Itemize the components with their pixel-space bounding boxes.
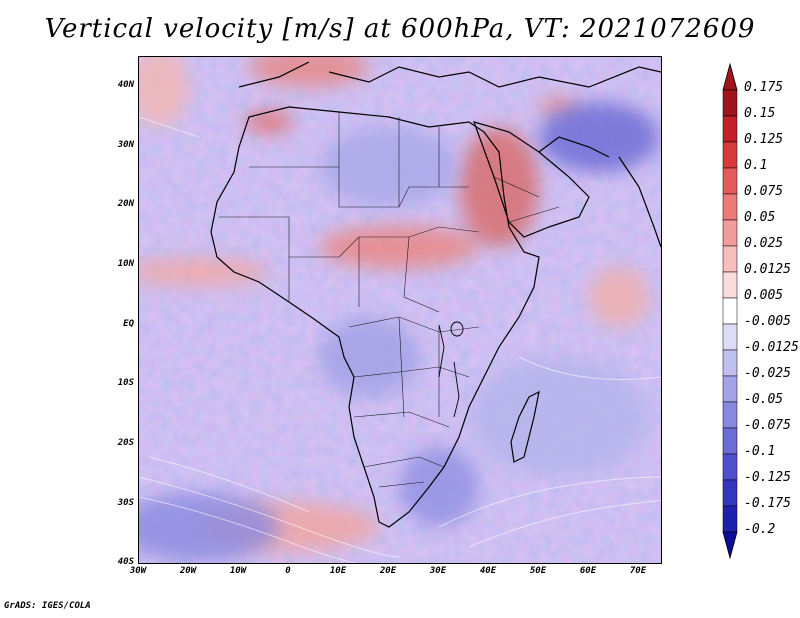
colorbar-segment (722, 505, 738, 533)
lat-label-30n: 30N (117, 140, 134, 150)
colorbar-segment (722, 401, 738, 429)
colorbar-segment (722, 323, 738, 351)
velocity-field-map (139, 57, 661, 563)
colorbar-label: -0.175 (744, 496, 791, 511)
colorbar-label: 0.005 (744, 288, 784, 303)
colorbar-label: 0.0125 (744, 262, 791, 277)
lon-label-70e: 70E (629, 566, 647, 576)
colorbar-label: -0.075 (744, 418, 791, 433)
colorbar-label: -0.2 (744, 522, 776, 537)
lon-label-0: 0 (285, 566, 291, 576)
gulf-coast (538, 136, 610, 158)
colorbar-label: 0.075 (744, 184, 784, 199)
lakes (438, 321, 464, 418)
lat-label-20n: 20N (117, 199, 134, 209)
colorbar (722, 62, 738, 560)
sinking-motion-regions (139, 102, 659, 562)
lon-label-10w: 10W (229, 566, 247, 576)
colorbar-segment (722, 349, 738, 377)
lat-label-10n: 10N (117, 259, 134, 269)
lat-label-20s: 20S (117, 438, 134, 448)
lat-label-40n: 40N (117, 80, 134, 90)
lon-label-30e: 30E (429, 566, 447, 576)
lon-label-20w: 20W (179, 566, 197, 576)
lon-label-30w: 30W (129, 566, 147, 576)
lat-label-eq: EQ (123, 319, 134, 329)
colorbar-segment (722, 115, 738, 143)
colorbar-label: -0.125 (744, 470, 791, 485)
colorbar-segment (722, 479, 738, 507)
map-panel (138, 56, 662, 564)
colorbar-segment (722, 297, 738, 325)
india-coast (618, 156, 661, 248)
colorbar-label: -0.025 (744, 366, 791, 381)
colorbar-segment (722, 427, 738, 455)
colorbar-label: -0.05 (744, 392, 784, 407)
lat-label-30s: 30S (117, 498, 134, 508)
arabia-outline (473, 121, 590, 238)
lon-label-60e: 60E (579, 566, 597, 576)
colorbar-top-arrow (722, 62, 738, 91)
europe-coast (238, 61, 661, 88)
colorbar-label: 0.15 (744, 106, 776, 121)
lat-label-10s: 10S (117, 378, 134, 388)
colorbar-label: 0.05 (744, 210, 776, 225)
lat-label-40s: 40S (117, 557, 134, 567)
colorbar-segment (722, 167, 738, 195)
coastlines (210, 61, 661, 528)
colorbar-segment (722, 89, 738, 117)
colorbar-label: -0.005 (744, 314, 791, 329)
flow-streaks (139, 116, 661, 563)
chart-title: Vertical velocity [m/s] at 600hPa, VT: 2… (44, 14, 756, 44)
colorbar-label: -0.1 (744, 444, 776, 459)
madagascar-outline (510, 390, 540, 463)
colorbar-label: 0.025 (744, 236, 784, 251)
lon-label-10e: 10E (329, 566, 347, 576)
africa-outline (210, 106, 540, 528)
colorbar-segment (722, 193, 738, 221)
colorbar-segment (722, 453, 738, 481)
colorbar-bottom-arrow (722, 531, 738, 560)
colorbar-segment (722, 245, 738, 273)
lon-label-20e: 20E (379, 566, 397, 576)
grads-credit: GrADS: IGES/COLA (4, 601, 91, 611)
colorbar-label: 0.125 (744, 132, 784, 147)
colorbar-segment (722, 375, 738, 403)
lon-label-40e: 40E (479, 566, 497, 576)
country-borders (219, 112, 560, 488)
colorbar-segment (722, 271, 738, 299)
colorbar-segment (722, 141, 738, 169)
colorbar-label: 0.175 (744, 80, 784, 95)
lon-label-50e: 50E (529, 566, 547, 576)
colorbar-label: -0.0125 (744, 340, 799, 355)
colorbar-label: 0.1 (744, 158, 768, 173)
colorbar-segment (722, 219, 738, 247)
